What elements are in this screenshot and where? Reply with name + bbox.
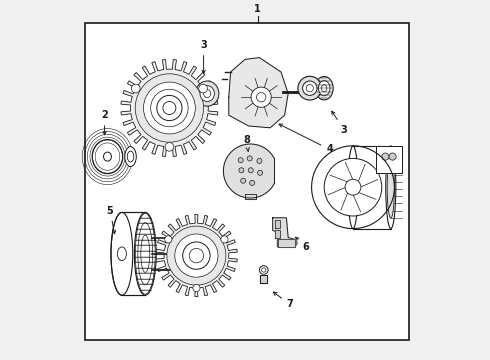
- Text: 1: 1: [254, 4, 261, 14]
- Polygon shape: [245, 194, 256, 199]
- Circle shape: [298, 76, 321, 100]
- Text: 4: 4: [279, 124, 333, 154]
- Circle shape: [165, 143, 174, 151]
- Circle shape: [131, 84, 140, 93]
- Ellipse shape: [386, 146, 396, 229]
- Polygon shape: [223, 144, 274, 198]
- Circle shape: [183, 242, 210, 269]
- Circle shape: [238, 158, 243, 163]
- Ellipse shape: [111, 212, 133, 295]
- Text: 3: 3: [200, 40, 207, 73]
- Ellipse shape: [103, 152, 111, 161]
- Ellipse shape: [204, 90, 211, 98]
- Ellipse shape: [127, 151, 134, 162]
- Text: 2: 2: [101, 110, 108, 135]
- Circle shape: [175, 234, 218, 277]
- Ellipse shape: [125, 147, 136, 167]
- Circle shape: [250, 180, 255, 185]
- Circle shape: [189, 248, 204, 263]
- Circle shape: [144, 82, 196, 134]
- Circle shape: [258, 170, 263, 175]
- Circle shape: [262, 268, 266, 272]
- Circle shape: [345, 179, 361, 195]
- Polygon shape: [121, 59, 218, 157]
- Circle shape: [157, 95, 182, 121]
- Circle shape: [247, 156, 252, 161]
- Polygon shape: [278, 239, 294, 247]
- Circle shape: [167, 226, 226, 285]
- Ellipse shape: [321, 85, 327, 92]
- Text: 5: 5: [107, 206, 116, 234]
- Circle shape: [389, 153, 396, 160]
- Circle shape: [193, 284, 200, 292]
- Circle shape: [257, 158, 262, 163]
- Text: 8: 8: [244, 135, 250, 151]
- Polygon shape: [122, 212, 145, 295]
- Ellipse shape: [118, 247, 126, 261]
- Ellipse shape: [387, 156, 394, 218]
- Polygon shape: [155, 215, 237, 297]
- Ellipse shape: [92, 140, 123, 174]
- Text: 3: 3: [332, 111, 347, 135]
- Polygon shape: [275, 230, 280, 238]
- Bar: [85, 23, 409, 340]
- Circle shape: [241, 178, 245, 183]
- Circle shape: [248, 168, 253, 173]
- Circle shape: [251, 87, 271, 107]
- Circle shape: [165, 236, 172, 243]
- Circle shape: [199, 84, 207, 93]
- Polygon shape: [229, 58, 288, 128]
- Ellipse shape: [200, 86, 215, 102]
- Circle shape: [135, 74, 204, 142]
- Circle shape: [221, 236, 228, 243]
- Ellipse shape: [134, 212, 156, 295]
- Circle shape: [382, 153, 389, 160]
- Text: 7: 7: [273, 292, 294, 309]
- Circle shape: [151, 89, 188, 127]
- Circle shape: [324, 158, 382, 216]
- Ellipse shape: [315, 77, 333, 100]
- Polygon shape: [376, 146, 402, 173]
- Ellipse shape: [348, 146, 358, 229]
- Circle shape: [163, 102, 176, 114]
- Text: 6: 6: [295, 237, 310, 252]
- Ellipse shape: [196, 81, 219, 106]
- Ellipse shape: [318, 81, 330, 96]
- Polygon shape: [275, 220, 280, 228]
- Circle shape: [303, 81, 317, 95]
- Polygon shape: [273, 218, 297, 247]
- Circle shape: [257, 93, 266, 102]
- Circle shape: [306, 85, 314, 92]
- Circle shape: [239, 168, 244, 173]
- Circle shape: [259, 266, 268, 274]
- Polygon shape: [260, 275, 268, 283]
